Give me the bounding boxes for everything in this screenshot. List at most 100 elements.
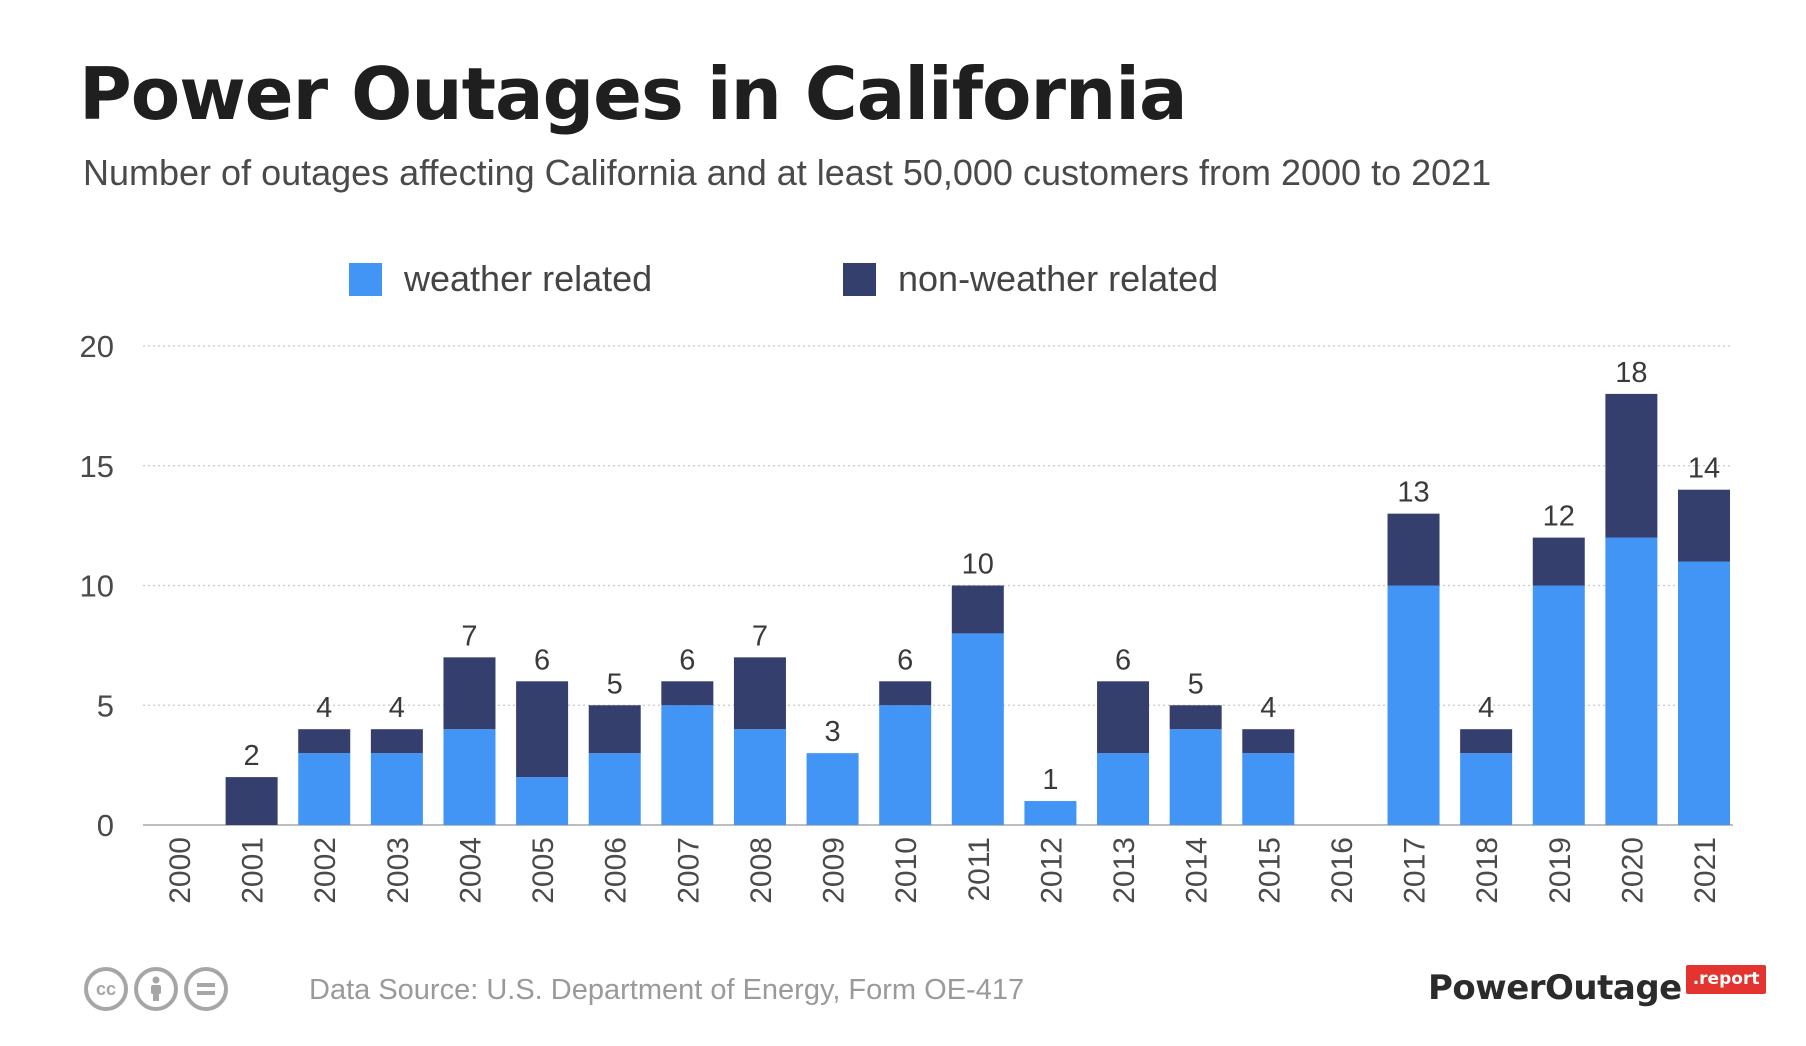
license-badges: cc [84,967,228,1011]
bar-non-weather [733,657,786,730]
total-label: 6 [897,644,913,676]
total-label: 4 [1260,692,1276,724]
bar-non-weather [951,585,1004,634]
chart-subtitle: Number of outages affecting California a… [83,152,1492,193]
stacked-bar-chart: 0 5 10 15 20 2 4 4 7 6 5 6 7 3 6 10 1 6 5 4 13 4 12 18 14 2000 2… [80,329,1733,904]
y-tick-label: 5 [97,688,114,723]
bars [225,393,1730,825]
bar-weather [1460,753,1513,825]
bar-weather [1532,585,1585,825]
bar-weather [1678,561,1730,825]
bar-weather [951,633,1004,825]
total-label: 6 [679,644,695,676]
bar-non-weather [1532,537,1585,586]
x-tick-label: 2007 [672,837,705,904]
bar-weather [516,777,569,825]
y-tick-label: 10 [80,569,114,604]
x-tick-label: 2014 [1181,837,1214,904]
bar-weather [733,729,786,825]
total-label: 6 [534,644,550,676]
bar-non-weather [1460,729,1513,754]
bar-non-weather [516,681,569,778]
total-label: 4 [316,692,332,724]
x-tick-label: 2021 [1689,837,1722,904]
x-tick-label: 2012 [1035,837,1068,904]
total-label: 4 [1478,692,1494,724]
total-label: 14 [1688,453,1720,485]
x-tick-label: 2010 [890,837,923,904]
x-tick-label: 2008 [745,837,778,904]
x-axis-ticks: 2000 2001 2002 2003 2004 2005 2006 2007 2008 2009… [164,837,1722,904]
bar-non-weather [661,681,714,706]
bar-weather [661,705,714,825]
x-tick-label: 2013 [1108,837,1141,904]
x-tick-label: 2004 [454,837,487,904]
legend-swatch-weather [349,262,382,296]
bar-weather [1387,585,1440,825]
bar-non-weather [443,657,496,730]
bar-non-weather [225,777,278,825]
x-tick-label: 2000 [164,837,197,904]
total-label: 4 [389,692,405,724]
total-label: 18 [1615,357,1647,389]
bar-non-weather [1242,729,1295,754]
person-icon [151,976,161,1001]
total-label: 7 [752,620,768,652]
total-label: 1 [1042,764,1058,796]
bar-non-weather [370,729,423,754]
total-label: 5 [1188,668,1204,700]
y-axis-ticks: 0 5 10 15 20 [80,329,114,843]
x-tick-label: 2018 [1471,837,1504,904]
total-label: 10 [962,549,994,581]
total-label: 2 [244,740,260,772]
brand-logo[interactable]: PowerOutage .report [1428,965,1767,1008]
chart-title: Power Outages in California [79,52,1188,136]
x-tick-label: 2017 [1399,837,1432,904]
attribution-icon [134,967,178,1011]
legend-item-non-weather: non-weather related [843,258,1218,300]
bar-weather [806,753,859,825]
x-tick-label: 2002 [309,837,342,904]
bar-weather [1242,753,1295,825]
bar-non-weather [1605,393,1658,538]
x-tick-label: 2016 [1326,837,1359,904]
bar-non-weather [879,681,932,706]
y-tick-label: 0 [97,808,114,843]
total-label: 13 [1397,477,1429,509]
x-tick-label: 2005 [527,837,560,904]
x-tick-label: 2019 [1544,837,1577,904]
total-label: 12 [1543,501,1575,533]
bar-weather [588,753,641,825]
bar-weather [443,729,496,825]
brand-tag: .report [1685,965,1767,994]
x-tick-label: 2006 [600,837,633,904]
y-tick-label: 20 [80,329,114,364]
bar-non-weather [298,729,351,754]
x-tick-label: 2020 [1616,837,1649,904]
total-label: 3 [825,716,841,748]
data-source: Data Source: U.S. Department of Energy, … [309,974,1025,1006]
no-derivatives-icon [184,967,228,1011]
legend-label-non-weather: non-weather related [898,258,1219,299]
bar-non-weather [1387,513,1440,586]
bar-weather [1024,801,1077,825]
legend-label-weather: weather related [404,258,653,299]
bar-weather [1169,729,1222,825]
bar-non-weather [588,705,641,754]
total-label: 6 [1115,644,1131,676]
brand-name: PowerOutage [1428,968,1682,1008]
bar-non-weather [1097,681,1150,754]
bar-non-weather [1169,705,1222,730]
total-label: 5 [607,668,623,700]
legend-swatch-non-weather [843,262,876,296]
bar-weather [370,753,423,825]
equals-icon [197,983,215,995]
cc-icon: cc [84,967,128,1011]
y-tick-label: 15 [80,449,114,484]
x-tick-label: 2003 [382,837,415,904]
x-tick-label: 2001 [237,837,270,904]
total-label: 7 [461,620,477,652]
bar-weather [1097,753,1150,825]
x-tick-label: 2011 [963,837,996,902]
bar-non-weather [1678,489,1730,562]
